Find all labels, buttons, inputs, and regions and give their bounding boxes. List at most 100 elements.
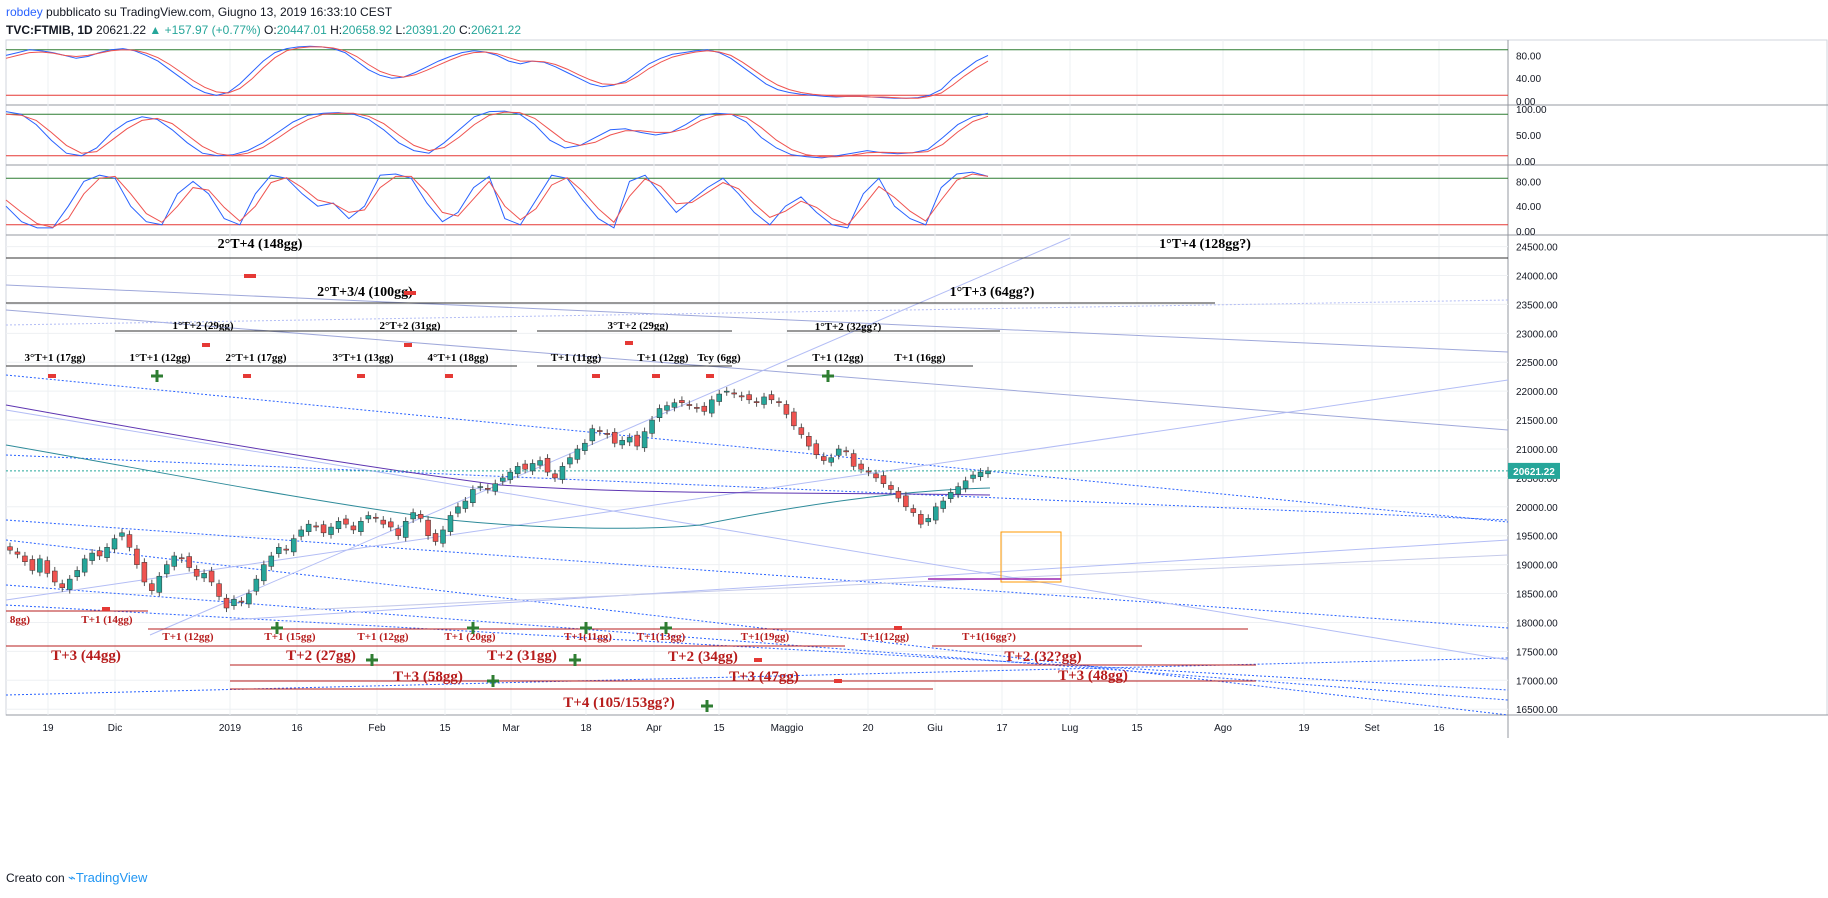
x-tick-label: Apr: [646, 723, 662, 734]
cycle-annotation: 2°T+1 (17gg): [225, 352, 286, 364]
x-tick-label: Maggio: [771, 723, 804, 734]
osc-series-line: [5, 111, 989, 158]
cycle-annotation-red: T+1(13gg): [637, 631, 686, 643]
cycle-annotation: 3°T+1 (17gg): [24, 352, 85, 364]
minus-marker: [48, 374, 56, 378]
minus-marker: [834, 679, 842, 683]
cycle-annotation-red: T+1(16gg?): [962, 631, 1016, 643]
minus-marker: [243, 374, 251, 378]
candle-body: [425, 519, 431, 536]
candle-body: [492, 483, 499, 492]
projection-box: [1000, 531, 1062, 583]
osc-y-tick-label: 100.00: [1516, 105, 1547, 116]
candle-body: [813, 443, 820, 456]
osc-y-tick-label: 40.00: [1516, 202, 1541, 213]
minus-marker: [244, 274, 256, 278]
candle-body: [149, 583, 155, 591]
candle-body: [768, 394, 775, 401]
trend-line: [5, 539, 1509, 716]
plus-marker: [573, 654, 577, 666]
candle-body: [895, 490, 902, 499]
cycle-annotation-red: T+1(19gg): [741, 631, 790, 643]
candle-body: [141, 562, 148, 583]
minus-marker: [102, 607, 110, 611]
candle-body: [597, 430, 603, 432]
trend-line: [5, 374, 1509, 523]
publish-line: robdey pubblicato su TradingView.com, Gi…: [6, 3, 521, 21]
candle-body: [932, 506, 939, 521]
candle-body: [970, 474, 976, 479]
author-link[interactable]: robdey: [6, 5, 43, 19]
candle-body: [977, 471, 984, 477]
candle-body: [328, 526, 334, 535]
candle-body: [283, 548, 289, 551]
cycle-annotation-red: 8gg): [10, 614, 31, 626]
minus-marker: [445, 374, 453, 378]
candle-body: [835, 448, 842, 456]
plus-marker: [584, 622, 588, 634]
candle-body: [134, 548, 140, 565]
candle-body: [522, 463, 528, 470]
candle-body: [223, 597, 230, 609]
candle-body: [723, 390, 730, 393]
osc-series-line: [5, 110, 989, 159]
candle-body: [828, 457, 834, 463]
candle-body: [164, 564, 170, 575]
tradingview-link[interactable]: TradingView: [75, 870, 148, 885]
y-tick-label: 21000.00: [1516, 445, 1558, 456]
candle-body: [365, 515, 372, 520]
cycle-annotation-red: T+2 (31gg): [487, 648, 557, 664]
y-tick-label: 22000.00: [1516, 387, 1558, 398]
plus-marker: [664, 622, 668, 634]
candle-body: [955, 486, 961, 495]
candle-body: [589, 428, 596, 442]
minus-marker: [625, 341, 633, 345]
candle-body: [671, 402, 678, 408]
candle-body: [417, 514, 424, 519]
candle-body: [559, 466, 566, 480]
cycle-annotation: T+1 (11gg): [551, 352, 602, 364]
candle-body: [104, 547, 110, 558]
trend-line: [5, 584, 1509, 701]
cycle-annotation-red: T+1 (15gg): [264, 631, 316, 643]
y-tick-label: 17000.00: [1516, 676, 1558, 687]
cycle-annotation-red: T+3 (58gg): [393, 669, 463, 685]
candle-body: [499, 477, 506, 482]
candle-body: [552, 473, 558, 479]
candle-body: [66, 578, 73, 590]
candle-body: [873, 473, 879, 479]
minus-marker: [404, 343, 412, 347]
candle-body: [679, 400, 685, 403]
candle-body: [619, 440, 625, 446]
cycle-annotation-red: T+1 (12gg): [357, 631, 409, 643]
candle-body: [52, 570, 58, 583]
osc-series-line: [5, 173, 989, 228]
trend-line: [5, 409, 1509, 661]
cycle-annotation: 2°T+4 (148gg): [218, 237, 303, 252]
candle-body: [962, 480, 969, 489]
y-tick-label: 20000.00: [1516, 503, 1558, 514]
candle-body: [806, 436, 812, 447]
candle-body: [59, 583, 66, 589]
candle-body: [350, 525, 357, 531]
candle-body: [387, 521, 394, 528]
trend-line: [5, 519, 1509, 629]
trend-line: [229, 539, 1509, 621]
osc-y-tick-label: 0.00: [1516, 97, 1536, 108]
cycle-annotation: 2°T+2 (31gg): [379, 320, 440, 332]
candle-body: [81, 558, 88, 573]
cycle-annotation: 3°T+2 (29gg): [607, 320, 668, 332]
x-tick-label: 17: [996, 723, 1008, 734]
candle-body: [313, 525, 319, 528]
minus-marker: [404, 291, 416, 295]
y-tick-label: 16500.00: [1516, 705, 1558, 716]
candle-body: [238, 600, 245, 603]
candle-body: [320, 524, 327, 534]
plus-marker: [471, 622, 475, 634]
x-tick-label: 16: [291, 723, 303, 734]
moving-average-line: [5, 444, 991, 529]
close-label: C:: [458, 23, 471, 37]
symbol-label[interactable]: TVC:FTMIB, 1D: [6, 23, 93, 37]
tradingview-logo-icon: ⌁: [68, 870, 76, 885]
